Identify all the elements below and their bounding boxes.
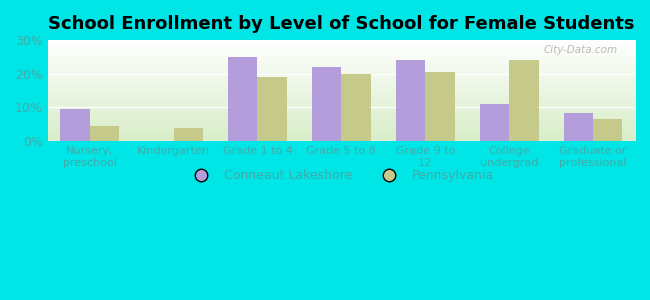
Text: City-Data.com: City-Data.com [543,45,618,55]
Bar [425,72,454,141]
Bar [312,67,341,141]
Bar [257,77,287,141]
Bar [509,60,538,141]
Title: School Enrollment by Level of School for Female Students: School Enrollment by Level of School for… [48,15,634,33]
Bar [174,128,203,141]
Bar [228,57,257,141]
Bar [341,74,370,141]
Bar [564,112,593,141]
Bar [90,126,119,141]
Bar [593,119,623,141]
Bar [396,60,425,141]
Bar [60,109,90,141]
Bar [480,104,509,141]
Legend: Conneaut Lakeshore, Pennsylvania: Conneaut Lakeshore, Pennsylvania [184,164,499,188]
